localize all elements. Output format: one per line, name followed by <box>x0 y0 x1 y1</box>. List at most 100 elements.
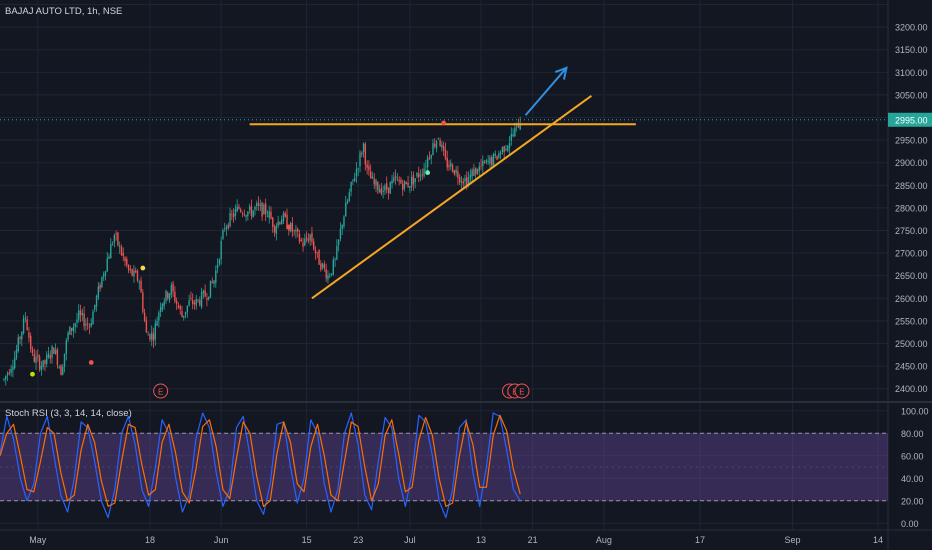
candle-body <box>161 303 164 310</box>
signal-marker <box>286 224 292 230</box>
candle-body <box>38 356 41 370</box>
candle-body <box>393 177 395 182</box>
candle-body <box>405 182 407 185</box>
candle-body <box>355 168 358 177</box>
candle-body <box>10 368 12 373</box>
candle-body <box>266 216 269 217</box>
candle-body <box>86 323 89 325</box>
candle-body <box>380 187 383 195</box>
candle-body <box>466 176 468 187</box>
candle-body <box>416 173 418 177</box>
candle-body <box>181 311 183 317</box>
candle-body <box>158 312 160 321</box>
candle-body <box>421 174 423 175</box>
candle-body <box>215 270 217 283</box>
time-axis-label: 21 <box>528 535 538 545</box>
candle-body <box>234 209 237 216</box>
candle-body <box>78 310 80 320</box>
candle-body <box>76 319 78 323</box>
candle-body <box>165 290 167 302</box>
candle-body <box>476 169 479 174</box>
candle-body <box>126 258 128 266</box>
rsi-title: Stoch RSI (3, 3, 14, 14, close) <box>5 408 132 419</box>
candle-body <box>512 134 514 137</box>
candle-body <box>159 307 162 312</box>
candle-body <box>37 354 39 358</box>
candle-body <box>400 179 402 184</box>
candle-body <box>273 226 276 233</box>
candle-body <box>483 162 486 164</box>
rsi-series-1 <box>0 414 521 507</box>
candle-body <box>469 174 472 179</box>
price-axis-label: 2400.00 <box>895 384 928 394</box>
candle-body <box>430 155 432 159</box>
candle-body <box>247 211 249 216</box>
candle-body <box>33 353 35 362</box>
candle-body <box>174 291 176 302</box>
price-axis-label: 3050.00 <box>895 90 928 100</box>
drawing-layer[interactable]: 2995.00EEEE <box>0 66 932 399</box>
candle-body <box>28 332 30 338</box>
candle-body <box>489 157 491 164</box>
candle-body <box>179 306 181 310</box>
candle-body <box>407 182 409 188</box>
candle-body <box>323 264 326 269</box>
candle-body <box>375 180 377 186</box>
candle-body <box>293 230 295 232</box>
candle-body <box>329 275 331 277</box>
candle-body <box>167 292 169 299</box>
candle-body <box>348 192 351 201</box>
candle-body <box>282 213 285 222</box>
time-axis-label: May <box>29 535 47 545</box>
candle-body <box>69 326 71 335</box>
candle-body <box>163 301 165 306</box>
candle-body <box>147 334 149 336</box>
arrow-head <box>554 66 568 80</box>
candle-body <box>218 259 221 264</box>
candle-body <box>136 270 139 281</box>
candle-body <box>70 328 73 331</box>
candle-body <box>151 332 153 340</box>
price-axis-label: 2500.00 <box>895 339 928 349</box>
candle-body <box>498 153 500 158</box>
candle-body <box>101 277 103 288</box>
candle-body <box>190 298 192 300</box>
time-axis-label: Sep <box>785 535 801 545</box>
candle-body <box>307 239 310 242</box>
candle-body <box>277 221 279 226</box>
candle-body <box>478 166 480 171</box>
candle-body <box>188 300 190 306</box>
candle-body <box>428 157 431 159</box>
candle-body <box>501 147 504 152</box>
candle-body <box>63 353 66 367</box>
candle-body <box>92 311 94 325</box>
candle-body <box>295 229 297 232</box>
candle-body <box>419 175 422 177</box>
support-trendline <box>311 95 592 300</box>
candle-body <box>336 245 338 260</box>
current-price-tag <box>888 112 932 127</box>
current-price-label: 2995.00 <box>895 115 928 125</box>
axis-layer: 3200.00 3150.00 3100.00 3050.00 2950.00 2900.… <box>29 23 928 545</box>
candle-body <box>503 146 505 153</box>
candle-body <box>361 152 363 155</box>
candle-body <box>256 203 258 207</box>
signal-marker <box>425 170 431 176</box>
candle-body <box>309 234 311 241</box>
candle-body <box>44 359 46 364</box>
candle-body <box>131 269 133 276</box>
candle-body <box>403 180 406 189</box>
candle-body <box>437 138 440 140</box>
candle-body <box>288 229 290 231</box>
candle-body <box>236 206 238 212</box>
candle-body <box>444 149 447 159</box>
candle-body <box>122 253 124 257</box>
candle-body <box>8 372 11 374</box>
candle-body <box>191 299 194 305</box>
candle-body <box>85 323 87 326</box>
rsi-axis-label: 60.00 <box>901 451 924 461</box>
time-axis-label: 14 <box>873 535 883 545</box>
candle-body <box>31 349 34 353</box>
